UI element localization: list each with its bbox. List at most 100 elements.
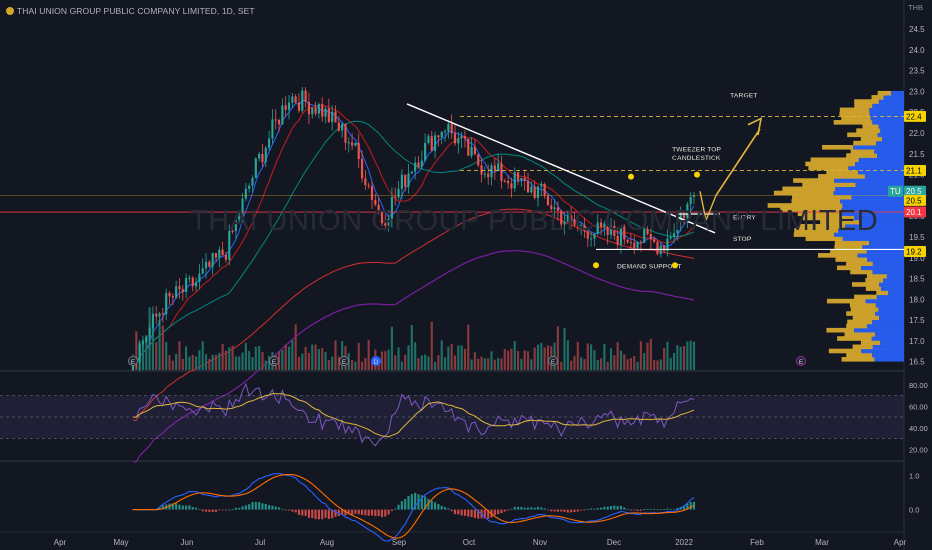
volume-profile-buy-bar — [833, 232, 904, 237]
candle-body — [307, 102, 311, 115]
volume-profile-sell-bar — [846, 153, 878, 158]
volume-bar — [463, 348, 467, 370]
macd-histogram-bar — [563, 509, 566, 512]
volume-bar — [390, 326, 393, 370]
event-marker-label: D — [374, 359, 379, 366]
macd-histogram-bar — [231, 508, 234, 510]
volume-bar — [689, 340, 692, 370]
volume-bar — [643, 353, 646, 370]
volume-bar — [686, 341, 689, 370]
volume-bar — [563, 327, 566, 370]
macd-histogram-bar — [629, 509, 633, 511]
macd-histogram-bar — [623, 507, 626, 510]
candle-body — [556, 207, 559, 211]
candle-body — [580, 225, 583, 227]
volume-bar — [576, 341, 579, 370]
volume-profile-buy-bar — [851, 194, 904, 200]
candle-body — [437, 135, 440, 138]
volume-bar — [619, 350, 623, 370]
macd-histogram-bar — [467, 509, 470, 517]
macd-histogram-bar — [686, 503, 689, 510]
macd-histogram-bar — [427, 498, 430, 510]
volume-bar — [135, 331, 138, 370]
macd-histogram-bar — [221, 509, 224, 511]
volume-bar — [673, 352, 676, 370]
candle-body — [453, 133, 457, 144]
volume-profile-buy-bar — [842, 203, 904, 208]
macd-histogram-bar — [218, 509, 221, 511]
macd-histogram-bar — [626, 508, 629, 510]
volume-bar — [653, 360, 656, 370]
volume-bar — [380, 351, 384, 370]
candle-body — [470, 146, 473, 156]
volume-profile-sell-bar — [865, 286, 882, 291]
x-tick-label: Dec — [607, 538, 621, 547]
candle-body — [191, 277, 194, 287]
volume-bar — [520, 358, 523, 370]
volume-profile-sell-bar — [856, 128, 881, 133]
candle-body — [175, 286, 178, 298]
volume-bar — [294, 324, 297, 370]
macd-histogram-bar — [434, 502, 437, 510]
candle-body — [304, 90, 307, 103]
macd-histogram-bar — [457, 509, 460, 515]
candle-body — [540, 184, 543, 187]
volume-profile-buy-bar — [842, 236, 904, 242]
macd-histogram-bar — [420, 495, 423, 510]
macd-histogram-bar — [374, 509, 377, 517]
volume-bar — [151, 322, 154, 370]
macd-histogram-bar — [616, 506, 619, 510]
macd-histogram-bar — [281, 508, 284, 510]
price-label-box — [904, 206, 926, 218]
candle-body — [407, 173, 410, 187]
volume-bar — [457, 345, 460, 370]
x-tick-label: Apr — [894, 538, 907, 547]
macd-histogram-bar — [274, 506, 277, 510]
volume-profile-buy-bar — [853, 144, 904, 150]
macd-histogram-bar — [254, 502, 257, 510]
candle-body — [490, 165, 493, 178]
candle-body — [248, 185, 251, 189]
price-label: 20.5 — [906, 196, 922, 205]
volume-bar — [251, 357, 254, 370]
candle-body — [370, 186, 374, 200]
macd-histogram-bar — [334, 509, 337, 517]
volume-profile-sell-bar — [802, 182, 856, 187]
volume-bar — [603, 344, 606, 370]
volume-bar — [424, 354, 427, 370]
macd-histogram-bar — [603, 506, 606, 510]
macd-histogram-bar — [586, 508, 589, 510]
volume-bar — [214, 354, 218, 370]
macd-histogram-bar — [317, 509, 320, 520]
candle-body — [593, 233, 596, 239]
volume-bar — [417, 358, 420, 370]
volume-bar — [507, 350, 510, 370]
volume-profile-buy-bar — [875, 302, 904, 308]
macd-histogram-bar — [277, 507, 281, 510]
volume-profile-buy-bar — [861, 348, 904, 354]
volume-bar — [287, 346, 291, 370]
candle-body — [653, 239, 656, 243]
candle-body — [351, 142, 354, 146]
macd-histogram-bar — [473, 509, 476, 518]
macd-histogram-bar — [503, 509, 506, 512]
candle-body — [430, 136, 433, 151]
volume-bar — [586, 343, 589, 370]
candle-body — [682, 215, 686, 218]
volume-profile-buy-bar — [865, 298, 904, 304]
candle-body — [689, 197, 692, 205]
candle-body — [424, 142, 427, 161]
volume-profile-sell-bar — [834, 244, 863, 250]
candle-body — [606, 223, 609, 235]
macd-histogram-bar — [543, 508, 546, 510]
candle-body — [599, 222, 603, 228]
macd-histogram-bar — [507, 509, 510, 511]
volume-profile-buy-bar — [876, 294, 904, 300]
macd-histogram-bar — [327, 509, 330, 519]
candle-body — [168, 293, 171, 297]
macd-histogram-bar — [271, 505, 274, 510]
symbol-logo-icon — [6, 7, 14, 15]
volume-profile-sell-bar — [808, 165, 849, 171]
